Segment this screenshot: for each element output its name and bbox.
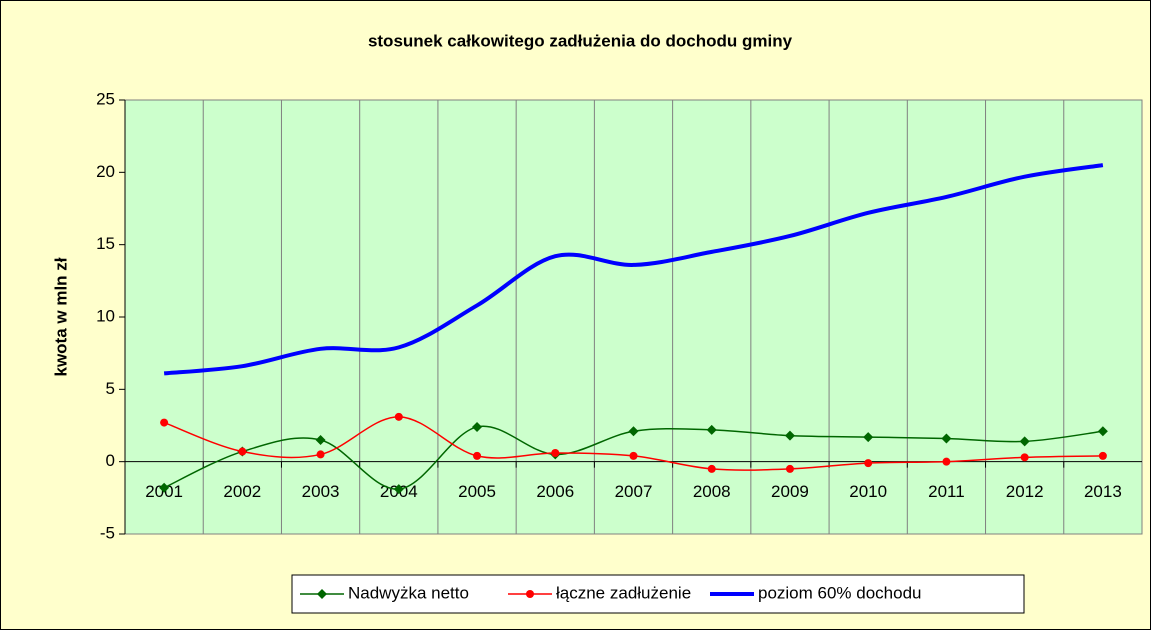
x-tick-label: 2003 (302, 482, 340, 501)
marker (1020, 453, 1029, 462)
y-tick-label: -5 (100, 523, 115, 542)
legend-label: łączne zadłużenie (556, 583, 691, 602)
marker (1097, 426, 1108, 437)
legend-label: poziom 60% dochodu (758, 583, 922, 602)
x-tick-label: 2007 (615, 482, 653, 501)
x-tick-label: 2005 (458, 482, 496, 501)
y-tick-label: 25 (96, 89, 115, 108)
x-tick-label: 2009 (771, 482, 809, 501)
marker (707, 464, 716, 473)
plot-area (124, 99, 1143, 535)
marker (473, 451, 482, 460)
y-axis-title: kwota w mln zł (51, 257, 70, 376)
marker (394, 412, 403, 421)
marker (628, 426, 639, 437)
x-tick-label: 2012 (1006, 482, 1044, 501)
y-tick-label: 5 (106, 379, 115, 398)
marker (1019, 436, 1030, 447)
marker (864, 459, 873, 468)
marker (785, 464, 794, 473)
marker (941, 433, 952, 444)
y-tick-label: 10 (96, 306, 115, 325)
legend-label: Nadwyżka netto (348, 583, 469, 602)
marker (316, 450, 325, 459)
marker (317, 589, 327, 599)
chart-title: stosunek całkowitego zadłużenia do docho… (368, 31, 793, 50)
marker (159, 482, 170, 493)
x-tick-label: 2002 (223, 482, 261, 501)
marker (784, 430, 795, 441)
marker (863, 432, 874, 443)
marker (551, 448, 560, 457)
marker (160, 418, 169, 427)
y-tick-label: 20 (96, 162, 115, 181)
marker (629, 451, 638, 460)
marker (393, 484, 404, 495)
marker (526, 590, 534, 598)
x-tick-label: 2011 (928, 482, 965, 501)
legend (291, 574, 1025, 614)
x-tick-label: 2010 (849, 482, 887, 501)
y-tick-label: 15 (96, 234, 115, 253)
x-tick-label: 2006 (536, 482, 574, 501)
marker (238, 447, 247, 456)
y-tick-label: 0 (106, 451, 115, 470)
marker (706, 424, 717, 435)
x-tick-label: 2008 (693, 482, 731, 501)
marker (472, 421, 483, 432)
marker (942, 457, 951, 466)
marker (315, 434, 326, 445)
series-line (163, 163, 1104, 376)
marker (1098, 451, 1107, 460)
x-tick-label: 2013 (1084, 482, 1122, 501)
